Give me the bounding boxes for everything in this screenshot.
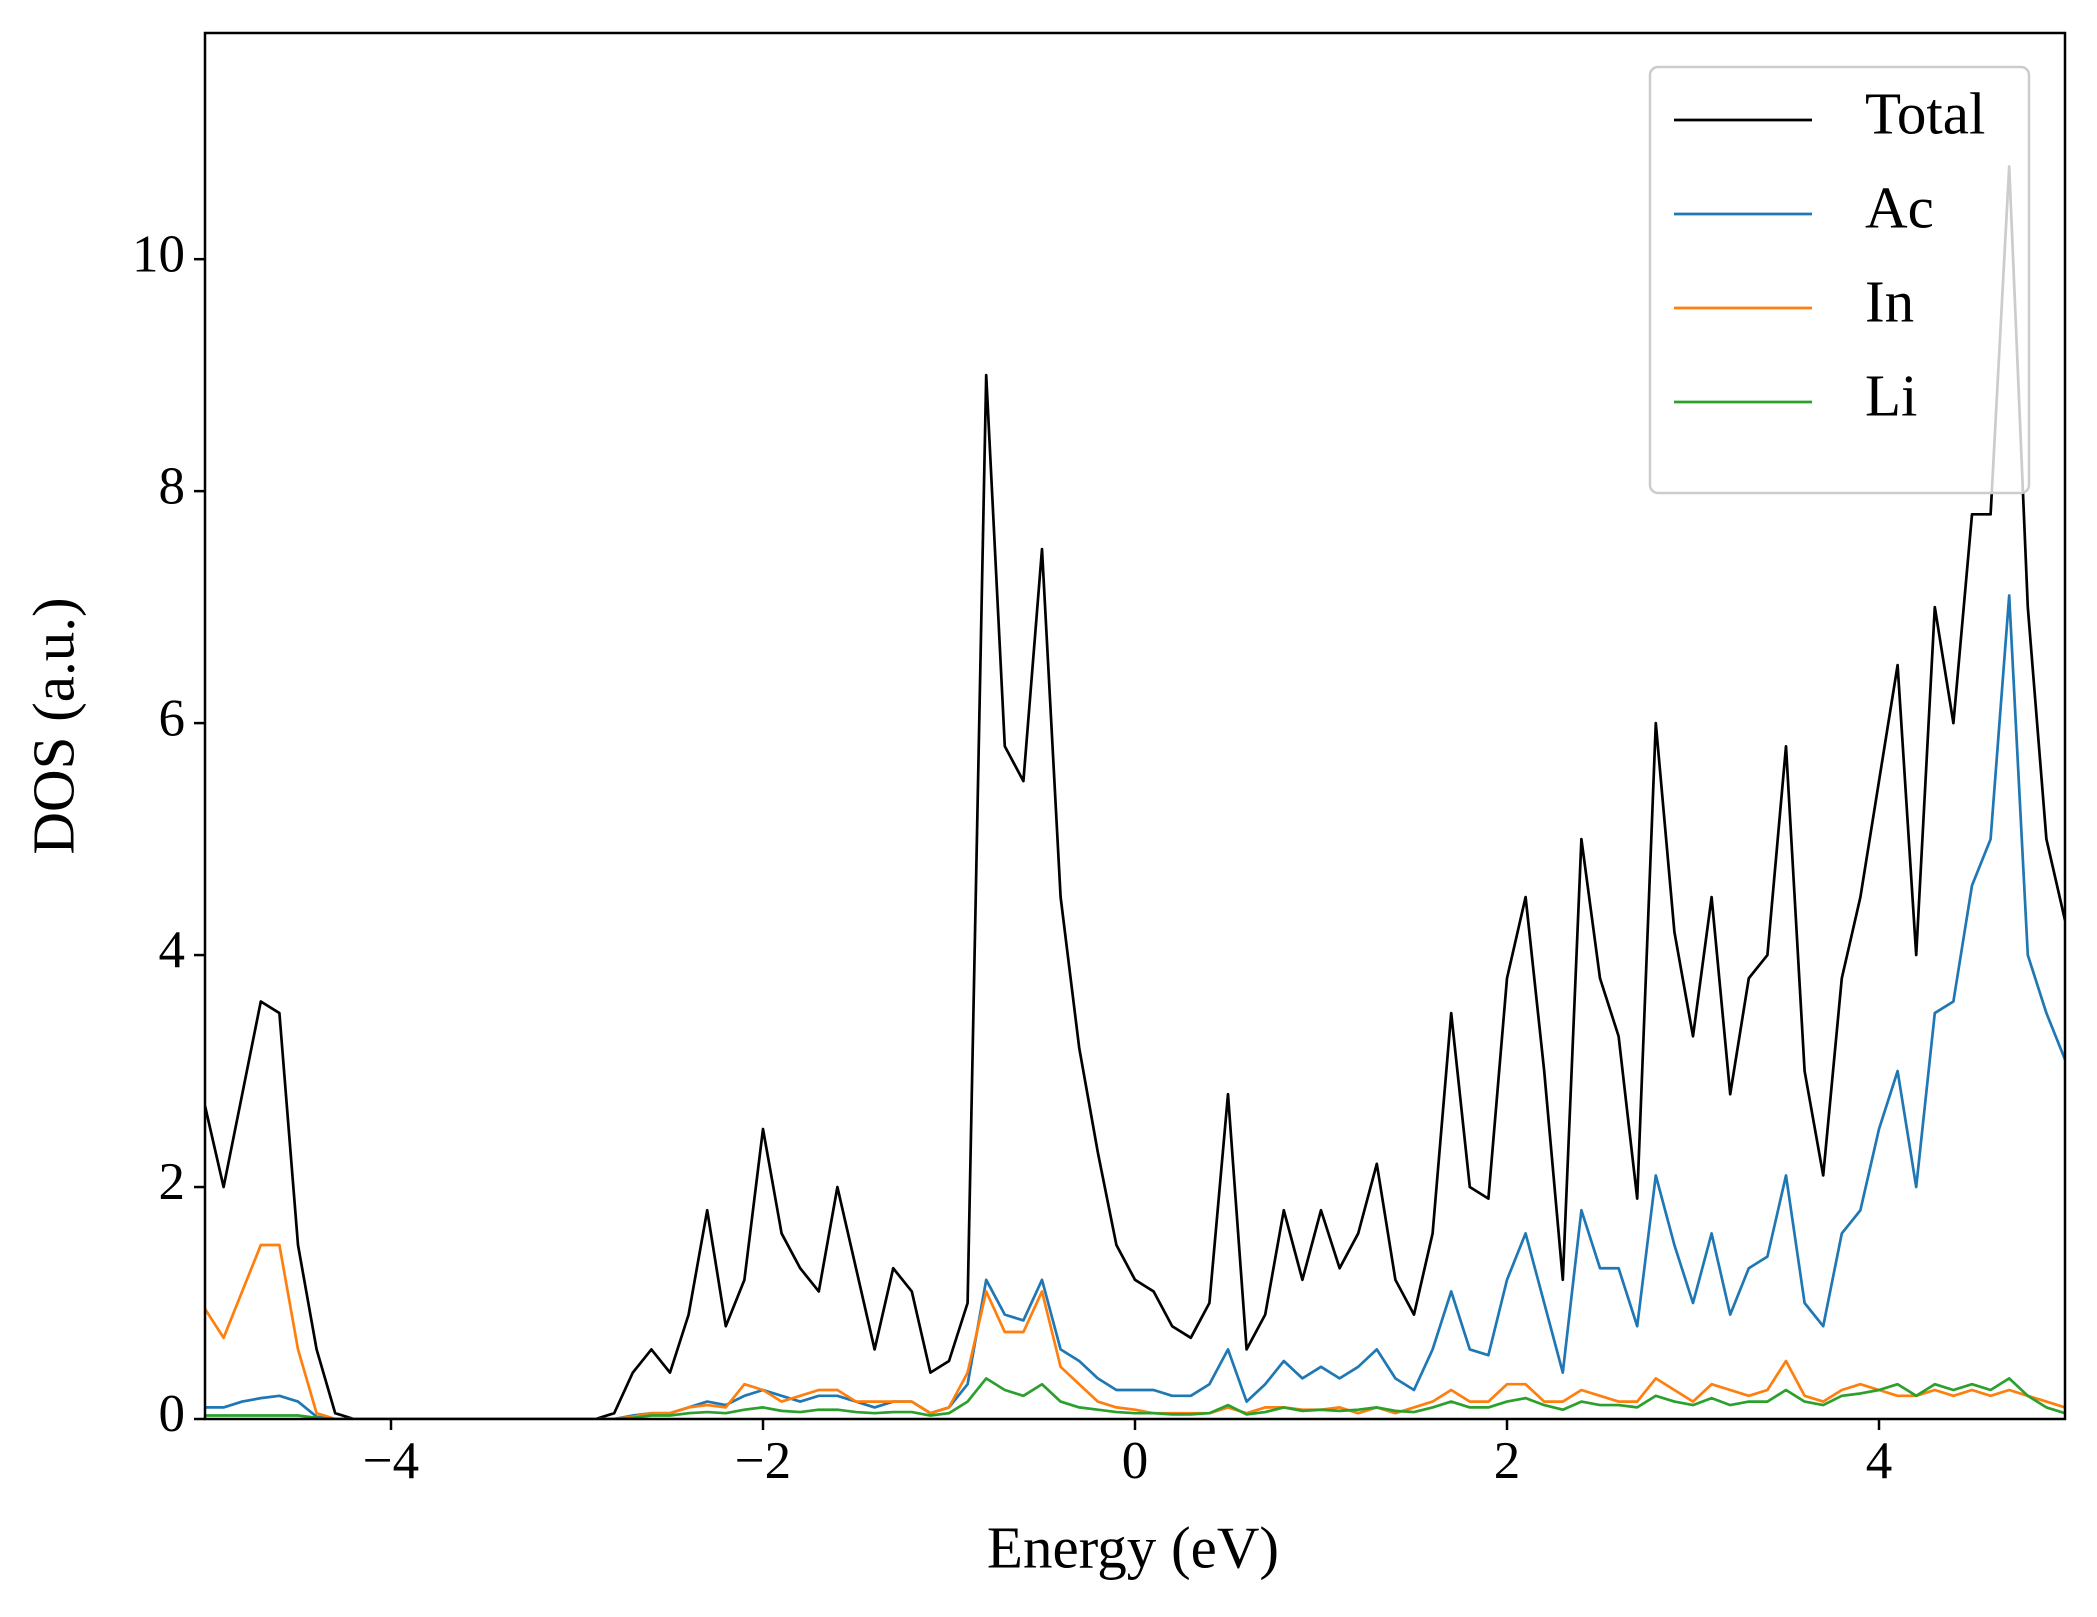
y-tick-label: 8	[159, 457, 186, 515]
plot-area	[205, 165, 2065, 1419]
x-tick-label: 4	[1866, 1432, 1893, 1490]
series-line	[205, 1377, 2065, 1419]
x-axis-label: Energy (eV)	[987, 1515, 1279, 1581]
legend-label: In	[1865, 269, 1914, 335]
y-tick-label: 6	[159, 689, 186, 747]
legend-label: Total	[1865, 81, 1985, 147]
y-tick-label: 10	[132, 225, 185, 283]
x-tick-label: −2	[735, 1432, 791, 1490]
y-tick-label: 4	[159, 921, 186, 979]
y-tick-label: 2	[159, 1153, 186, 1211]
series-line	[205, 594, 2065, 1419]
x-tick-label: 0	[1122, 1432, 1149, 1490]
x-tick-label: −4	[363, 1432, 419, 1490]
series-line	[205, 165, 2065, 1419]
series-line	[205, 1243, 2065, 1419]
y-axis-label: DOS (a.u.)	[21, 597, 87, 854]
y-tick-label: 0	[159, 1385, 186, 1443]
legend-label: Ac	[1865, 175, 1934, 241]
legend-box	[1648, 65, 2031, 495]
legend-label: Li	[1865, 363, 1917, 429]
x-tick-label: 2	[1494, 1432, 1521, 1490]
